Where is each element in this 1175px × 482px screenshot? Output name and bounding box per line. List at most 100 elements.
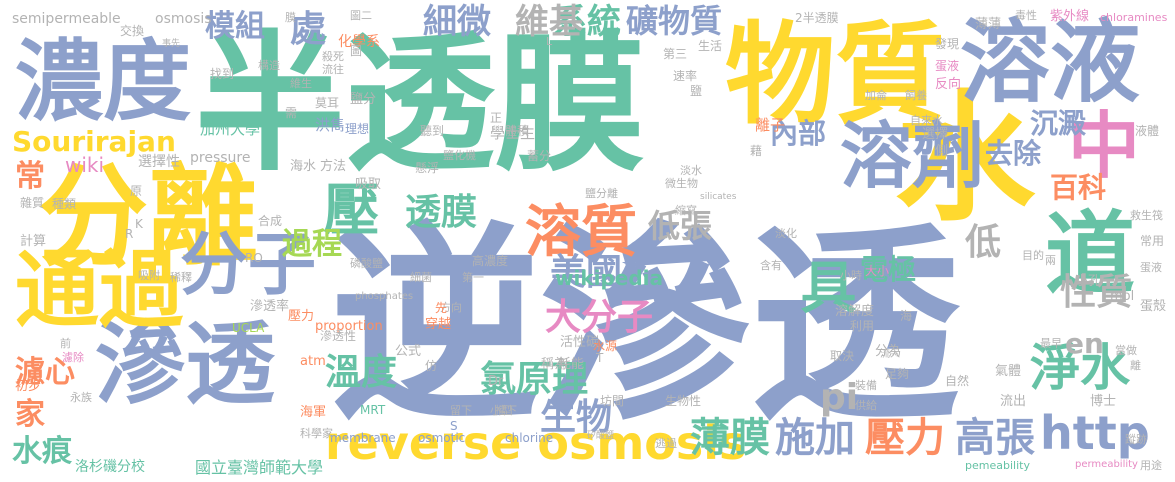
cloud-word: 吸取 xyxy=(355,177,382,192)
cloud-word: permeability xyxy=(1075,459,1138,470)
cloud-word: 利用 xyxy=(850,319,875,333)
cloud-word: 第一 xyxy=(462,271,484,284)
cloud-word: 家 xyxy=(15,397,45,432)
cloud-word: RO xyxy=(245,251,263,265)
cloud-word: 分離 xyxy=(38,153,258,281)
cloud-word: 發現 xyxy=(935,37,960,51)
cloud-word: 構造 xyxy=(258,59,280,72)
cloud-word: en xyxy=(1065,327,1104,360)
cloud-word: pemeability xyxy=(965,459,1030,472)
cloud-word: 水痕 xyxy=(12,434,72,469)
cloud-word: S xyxy=(450,419,458,433)
cloud-word: 大小 xyxy=(865,264,890,278)
cloud-word: 穿越 xyxy=(425,317,452,332)
cloud-word: 電極 xyxy=(860,253,917,286)
cloud-word: 鹽分 xyxy=(350,92,377,107)
cloud-word: 加侖 xyxy=(865,89,887,102)
cloud-word: 維基 xyxy=(515,2,583,42)
cloud-word: Dr xyxy=(488,374,504,389)
cloud-word: 流出 xyxy=(1000,394,1027,409)
cloud-word: 足夠 xyxy=(885,367,910,381)
cloud-word: 流往 xyxy=(322,63,344,76)
cloud-word: 兩 xyxy=(1045,254,1056,267)
cloud-word: 逃過 xyxy=(655,437,677,450)
cloud-word: 淨水 xyxy=(1030,339,1130,397)
cloud-word: 活性碳 xyxy=(560,335,600,350)
cloud-word: pressure xyxy=(190,150,251,166)
cloud-word: wiki xyxy=(65,153,105,177)
cloud-word: 矽酸鹽 xyxy=(587,431,615,441)
cloud-word: 滲透 xyxy=(95,312,275,417)
cloud-word: 離子 xyxy=(755,116,786,134)
cloud-word: 氣體 xyxy=(995,364,1022,379)
cloud-word: 裝備 xyxy=(855,379,877,392)
cloud-word: UCLA xyxy=(232,321,265,335)
cloud-word: 鹽 xyxy=(690,84,703,98)
cloud-word: 薄薄 xyxy=(975,17,1002,32)
cloud-word: 體積 xyxy=(505,124,530,138)
cloud-word: 高濃度 xyxy=(472,254,509,268)
cloud-word: 內部 xyxy=(770,117,827,150)
cloud-word: 中 xyxy=(1068,104,1141,188)
cloud-word: reverse osmosis xyxy=(325,416,747,470)
cloud-word: 洪雋 xyxy=(315,116,346,134)
cloud-word: wikipedia xyxy=(555,266,664,290)
cloud-word: 公式 xyxy=(395,344,422,359)
cloud-word: osmosis xyxy=(155,11,212,27)
cloud-word: 鹽分離 xyxy=(585,187,618,200)
cloud-word: 大分子 xyxy=(545,297,654,338)
cloud-word: 溶質 xyxy=(525,200,637,265)
cloud-word: osmotic xyxy=(418,431,466,445)
cloud-word: 藉 xyxy=(750,144,763,158)
cloud-word: 海 xyxy=(900,309,913,323)
cloud-word: 百科 xyxy=(1050,171,1107,204)
cloud-word: 原 xyxy=(130,184,143,198)
cloud-word: 水源 xyxy=(593,339,618,353)
cloud-word: 計算 xyxy=(20,234,47,249)
cloud-word: 流入 xyxy=(880,349,900,360)
cloud-word: 蓄分 xyxy=(527,149,552,163)
cloud-word: 合成 xyxy=(258,214,283,228)
cloud-word: 海軍 xyxy=(300,405,327,420)
cloud-word: 通過 xyxy=(15,241,184,339)
cloud-word: 當做 xyxy=(1115,344,1137,357)
cloud-word: 壓力 xyxy=(865,415,945,461)
cloud-word: 最早 xyxy=(1040,337,1062,350)
cloud-word: 第三 xyxy=(663,47,688,61)
cloud-word: 淡水 xyxy=(680,164,702,177)
cloud-word: 薄膜 xyxy=(690,415,770,461)
cloud-word: 救生筏 xyxy=(1130,209,1163,222)
cloud-word: 水 xyxy=(895,78,1036,241)
cloud-word: Sourirajan xyxy=(12,125,176,158)
cloud-word: 物質 xyxy=(725,11,945,139)
cloud-word: http xyxy=(1040,406,1150,460)
cloud-word: mol xyxy=(1110,289,1135,304)
cloud-word: pi xyxy=(820,377,859,418)
cloud-word: 分子 xyxy=(180,226,317,305)
cloud-word: 生物 xyxy=(540,397,613,438)
cloud-word: 海水 xyxy=(290,159,317,174)
cloud-word: 蹤跡 xyxy=(1125,433,1147,446)
cloud-word: 加州大學 xyxy=(200,120,261,138)
cloud-word: 分為 xyxy=(875,344,902,359)
cloud-word: 速率 xyxy=(673,69,698,83)
cloud-word: 液體 xyxy=(1135,124,1160,138)
cloud-word: 方向 xyxy=(440,301,462,314)
cloud-word: 道 xyxy=(1045,202,1135,307)
cloud-word: 半透膜 xyxy=(195,18,646,192)
cloud-word: 過程 xyxy=(282,227,342,262)
cloud-word: 擋下 xyxy=(495,404,517,417)
cloud-word: 事先 xyxy=(162,39,181,49)
cloud-word: 自來水 xyxy=(910,114,943,127)
cloud-word: 耗能 xyxy=(558,357,585,372)
cloud-word: 氯原理 xyxy=(480,359,589,400)
cloud-word: 系統 xyxy=(553,2,621,42)
cloud-word: 初步 xyxy=(15,379,42,394)
cloud-word: phosphates xyxy=(355,291,414,302)
cloud-word: 微生物 xyxy=(665,177,698,190)
cloud-word: 紫外線 xyxy=(1050,9,1090,24)
cloud-word: 鹽化機 xyxy=(443,149,476,162)
cloud-word: 溶液 xyxy=(960,10,1140,115)
cloud-word: 蛋殼 xyxy=(1140,299,1167,314)
